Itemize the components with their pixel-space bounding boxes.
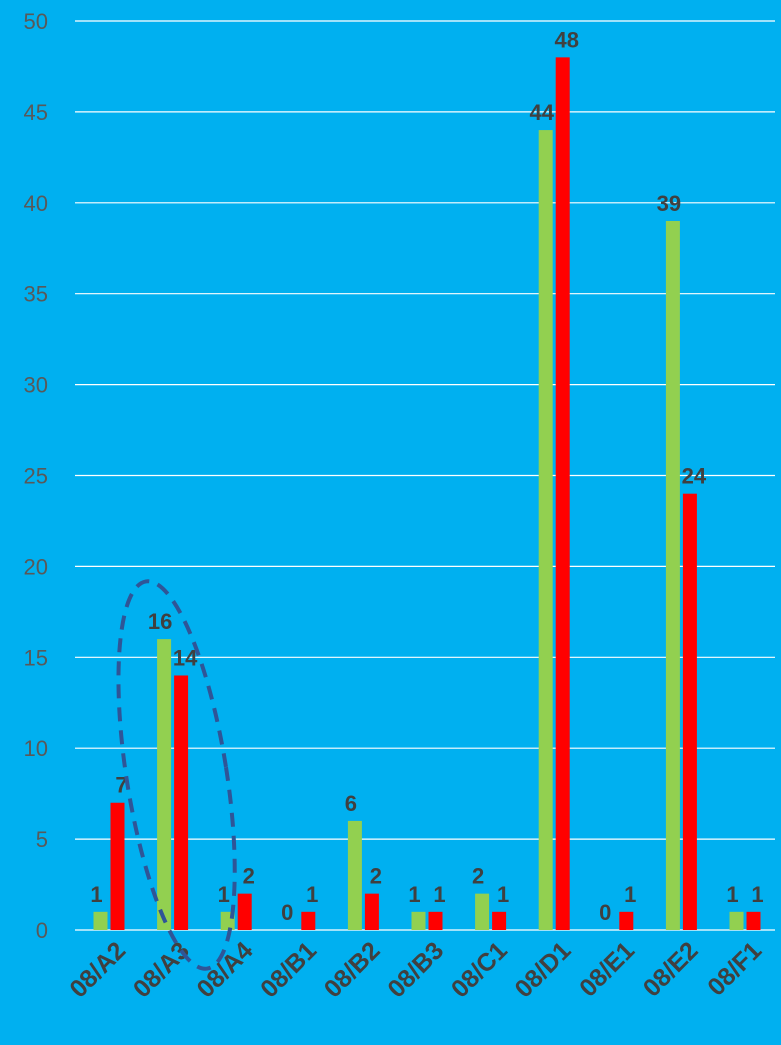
gridlines [75, 20, 775, 931]
x-category-label: 08/E1 [574, 936, 640, 1002]
bar-series-2 [174, 675, 189, 930]
data-label: 48 [554, 27, 578, 52]
data-label: 24 [682, 464, 707, 489]
bar-series-2 [492, 911, 507, 930]
data-label: 2 [243, 864, 255, 889]
x-axis-category-labels: 08/A208/A308/A408/B108/B208/B308/C108/D1… [64, 936, 767, 1003]
data-label: 1 [306, 882, 318, 907]
data-label: 1 [624, 882, 636, 907]
x-category-label: 08/E2 [638, 936, 704, 1002]
y-tick-label: 50 [24, 9, 48, 34]
data-label: 2 [370, 864, 382, 889]
y-tick-label: 30 [24, 373, 48, 398]
bar-series-2 [682, 493, 697, 930]
x-category-label: 08/A2 [64, 936, 131, 1003]
data-label: 1 [497, 882, 509, 907]
bar-series-1 [157, 639, 172, 930]
data-label: 39 [657, 191, 681, 216]
x-category-label: 08/F1 [702, 936, 767, 1001]
bar-series-2 [619, 911, 634, 930]
y-tick-label: 5 [36, 827, 48, 852]
x-category-label: 08/D1 [509, 936, 576, 1003]
bar-series-2 [428, 911, 443, 930]
y-tick-label: 15 [24, 645, 48, 670]
x-category-label: 08/C1 [446, 936, 513, 1003]
data-label: 14 [173, 645, 198, 670]
bar-series-1 [538, 130, 553, 930]
data-label: 1 [408, 882, 420, 907]
data-label: 44 [529, 100, 554, 125]
bar-series-2 [746, 911, 761, 930]
x-category-label: 08/A3 [128, 936, 195, 1003]
bars [93, 57, 761, 931]
bar-series-2 [110, 802, 125, 930]
data-label: 6 [345, 791, 357, 816]
data-label: 1 [433, 882, 445, 907]
data-label: 2 [472, 864, 484, 889]
bar-series-2 [237, 893, 252, 930]
data-label: 7 [115, 773, 127, 798]
y-tick-label: 45 [24, 100, 48, 125]
data-label: 1 [726, 882, 738, 907]
bar-series-2 [301, 911, 316, 930]
bar-series-1 [347, 820, 362, 930]
bar-series-1 [93, 911, 108, 930]
highlight-ellipse [116, 579, 237, 971]
x-category-label: 08/B1 [255, 936, 322, 1003]
annotations [116, 579, 237, 971]
data-label: 0 [599, 900, 611, 925]
y-axis-tick-labels: 0 5 10 15 20 25 30 35 40 45 50 [24, 9, 48, 943]
x-category-label: 08/B2 [319, 936, 386, 1003]
bar-series-1 [475, 893, 490, 930]
data-label: 0 [281, 900, 293, 925]
y-tick-label: 25 [24, 464, 48, 489]
bar-series-2 [364, 893, 379, 930]
y-tick-label: 40 [24, 191, 48, 216]
data-label: 1 [751, 882, 763, 907]
data-label: 16 [148, 609, 172, 634]
bar-series-2 [555, 57, 570, 931]
bar-series-1 [411, 911, 426, 930]
data-label: 1 [90, 882, 102, 907]
y-tick-label: 0 [36, 918, 48, 943]
data-label: 1 [218, 882, 230, 907]
y-tick-label: 10 [24, 736, 48, 761]
y-tick-label: 20 [24, 554, 48, 579]
bar-series-1 [665, 220, 680, 931]
x-category-label: 08/B3 [382, 936, 449, 1003]
y-tick-label: 35 [24, 282, 48, 307]
bar-series-1 [729, 911, 744, 930]
